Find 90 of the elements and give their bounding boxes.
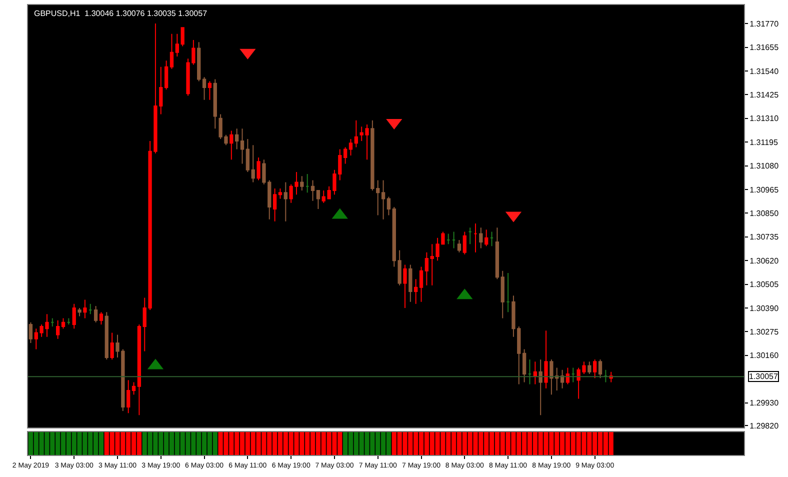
candlestick bbox=[137, 324, 142, 416]
candlestick bbox=[462, 231, 466, 255]
candlestick bbox=[403, 264, 407, 308]
candlestick bbox=[104, 312, 108, 360]
candlestick bbox=[88, 303, 92, 315]
candlestick bbox=[343, 146, 348, 164]
candlestick bbox=[72, 303, 76, 330]
y-tick-label: 1.31080 bbox=[750, 162, 780, 171]
y-tick-label: 1.31310 bbox=[750, 114, 780, 124]
candlestick bbox=[452, 231, 456, 249]
candlestick bbox=[197, 42, 201, 82]
candlestick bbox=[300, 176, 304, 192]
candlestick bbox=[180, 27, 184, 47]
y-tick-label: 1.30620 bbox=[750, 256, 780, 266]
candlestick bbox=[588, 361, 592, 374]
text: GBPUSD,H1 1.30046 1.30076 1.30035 1.30057 bbox=[34, 9, 208, 18]
candlestick bbox=[170, 33, 174, 70]
y-tick-label: 1.29820 bbox=[750, 421, 780, 430]
candlestick bbox=[522, 348, 526, 383]
candlestick bbox=[571, 367, 575, 383]
candlestick bbox=[50, 318, 54, 328]
y-tick-label: 1.31425 bbox=[750, 90, 780, 100]
candlestick bbox=[604, 369, 608, 383]
candlestick bbox=[213, 78, 217, 130]
candlestick bbox=[560, 369, 564, 389]
candlestick bbox=[126, 380, 130, 414]
candlestick bbox=[310, 180, 315, 202]
y-tick-label: 1.29930 bbox=[750, 398, 780, 408]
candlestick bbox=[240, 128, 244, 164]
candlestick bbox=[446, 233, 450, 245]
candlestick bbox=[66, 318, 71, 325]
candlestick bbox=[381, 180, 386, 220]
candlestick bbox=[474, 222, 478, 253]
candlestick bbox=[528, 359, 532, 385]
candlestick bbox=[506, 272, 510, 313]
candlestick bbox=[484, 229, 488, 247]
candlestick bbox=[61, 318, 66, 330]
candlestick bbox=[593, 359, 597, 379]
candlestick bbox=[251, 144, 255, 183]
candlestick bbox=[28, 322, 33, 344]
y-tick-label: 1.30275 bbox=[750, 328, 780, 336]
candlestick bbox=[538, 359, 542, 416]
candlestick bbox=[533, 361, 537, 385]
y-tick-label: 1.30160 bbox=[750, 351, 780, 360]
candlestick bbox=[78, 308, 82, 317]
candlestick bbox=[94, 305, 98, 323]
y-tick-label: 1.30390 bbox=[750, 304, 780, 313]
candlestick bbox=[208, 80, 212, 100]
candlestick bbox=[316, 190, 320, 210]
candlestick bbox=[110, 332, 114, 360]
candlestick bbox=[175, 33, 179, 58]
candlestick bbox=[235, 128, 239, 150]
candlestick bbox=[386, 196, 391, 216]
candlestick bbox=[544, 330, 548, 389]
candlestick bbox=[348, 138, 353, 156]
y-tick-label: 1.31655 bbox=[750, 43, 780, 52]
candlestick bbox=[468, 227, 472, 245]
candlestick bbox=[230, 130, 234, 160]
candlestick bbox=[419, 266, 424, 302]
candlestick bbox=[424, 252, 429, 286]
candlestick bbox=[479, 227, 483, 249]
candlestick bbox=[457, 239, 462, 253]
candlestick bbox=[495, 227, 500, 280]
candlestick bbox=[284, 182, 288, 222]
candlestick bbox=[414, 278, 418, 304]
candlestick bbox=[272, 188, 277, 222]
candlestick bbox=[202, 76, 206, 100]
candlestick bbox=[500, 270, 504, 319]
candlestick bbox=[132, 382, 136, 396]
y-tick-label: 1.30965 bbox=[750, 185, 780, 194]
candlestick bbox=[56, 320, 60, 340]
ref-line-label: 1.30057 bbox=[749, 372, 778, 381]
candlestick bbox=[246, 138, 250, 172]
y-tick-label: 1.31770 bbox=[750, 19, 780, 28]
candlestick bbox=[566, 367, 570, 385]
candlestick bbox=[408, 264, 412, 302]
candlestick bbox=[99, 312, 104, 325]
candlestick bbox=[354, 120, 358, 148]
candlestick bbox=[256, 157, 260, 181]
y-tick-label: 1.30735 bbox=[750, 232, 780, 242]
y-tick-label: 1.30850 bbox=[750, 208, 780, 218]
candlestick bbox=[83, 299, 87, 319]
candlestick bbox=[598, 359, 602, 379]
candlestick bbox=[164, 60, 168, 90]
candlestick bbox=[306, 174, 310, 194]
y-tick-label: 1.30505 bbox=[750, 280, 780, 290]
candlestick bbox=[278, 188, 282, 200]
y-tick-label: 1.31195 bbox=[750, 138, 778, 147]
y-tick-label: 1.31540 bbox=[750, 66, 780, 76]
candlestick bbox=[490, 231, 494, 247]
